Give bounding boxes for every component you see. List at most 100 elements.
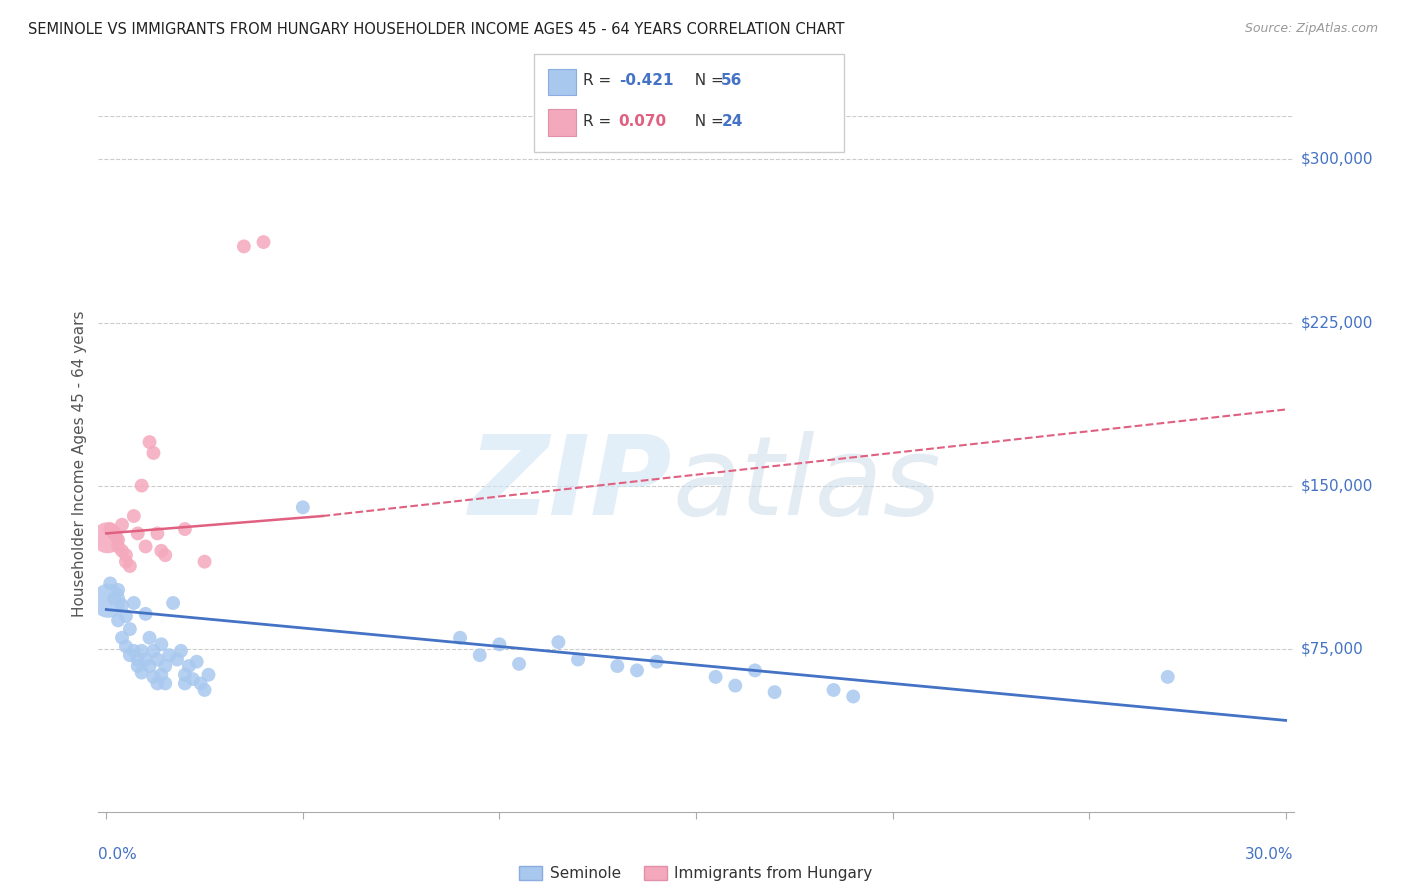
Point: [155, 548, 177, 562]
Point: [107, 533, 129, 547]
Point: [181, 672, 204, 686]
Point: [115, 548, 138, 562]
Point: [111, 598, 134, 612]
Point: [111, 631, 134, 645]
Text: $225,000: $225,000: [1301, 315, 1372, 330]
Point: [127, 526, 149, 541]
Point: [150, 667, 173, 681]
Text: atlas: atlas: [672, 431, 941, 538]
Point: [127, 652, 149, 666]
Text: R =: R =: [583, 73, 617, 88]
Point: [142, 670, 165, 684]
Point: [1157, 670, 1180, 684]
Point: [193, 555, 215, 569]
Point: [186, 655, 208, 669]
Point: [190, 676, 212, 690]
Point: [488, 637, 510, 651]
Point: [724, 679, 747, 693]
Text: $300,000: $300,000: [1301, 152, 1374, 167]
Point: [704, 670, 727, 684]
Point: [122, 508, 145, 523]
Text: $75,000: $75,000: [1301, 641, 1364, 657]
Point: [170, 644, 193, 658]
Point: [118, 622, 141, 636]
Point: [150, 544, 173, 558]
Point: [118, 648, 141, 662]
Point: [142, 644, 165, 658]
Point: [291, 500, 314, 515]
Point: [232, 239, 254, 253]
Text: Source: ZipAtlas.com: Source: ZipAtlas.com: [1244, 22, 1378, 36]
Point: [174, 667, 197, 681]
Point: [174, 522, 197, 536]
Point: [97, 594, 120, 608]
Point: [135, 607, 157, 621]
Point: [155, 676, 177, 690]
Point: [127, 659, 149, 673]
Text: 30.0%: 30.0%: [1246, 847, 1294, 863]
Point: [626, 664, 648, 678]
Point: [138, 435, 160, 450]
Point: [606, 659, 628, 673]
Point: [138, 659, 160, 673]
Point: [98, 522, 121, 536]
Point: [744, 664, 766, 678]
Text: ZIP: ZIP: [468, 431, 672, 538]
Point: [103, 591, 125, 606]
Text: N =: N =: [685, 114, 728, 129]
Point: [96, 531, 118, 545]
Point: [135, 652, 157, 666]
Point: [122, 596, 145, 610]
Point: [146, 652, 169, 666]
Point: [567, 652, 589, 666]
Point: [174, 676, 197, 690]
Point: [115, 555, 138, 569]
Text: 0.0%: 0.0%: [98, 847, 138, 863]
Text: 0.070: 0.070: [619, 114, 666, 129]
Point: [131, 478, 153, 492]
Text: N =: N =: [685, 73, 728, 88]
Text: -0.421: -0.421: [619, 73, 673, 88]
Text: 24: 24: [721, 114, 742, 129]
Point: [138, 631, 160, 645]
Point: [162, 596, 184, 610]
Point: [146, 676, 169, 690]
Y-axis label: Householder Income Ages 45 - 64 years: Householder Income Ages 45 - 64 years: [72, 310, 87, 617]
Point: [107, 540, 129, 554]
Point: [763, 685, 786, 699]
Text: $150,000: $150,000: [1301, 478, 1372, 493]
Point: [131, 665, 153, 680]
Point: [193, 683, 215, 698]
Point: [157, 648, 180, 662]
Point: [252, 235, 274, 249]
Point: [150, 637, 173, 651]
Point: [111, 544, 134, 558]
Point: [135, 540, 157, 554]
Point: [107, 614, 129, 628]
Point: [111, 517, 134, 532]
Text: R =: R =: [583, 114, 617, 129]
Point: [103, 526, 125, 541]
Point: [98, 576, 121, 591]
Legend: Seminole, Immigrants from Hungary: Seminole, Immigrants from Hungary: [513, 860, 879, 888]
Point: [131, 644, 153, 658]
Text: SEMINOLE VS IMMIGRANTS FROM HUNGARY HOUSEHOLDER INCOME AGES 45 - 64 YEARS CORREL: SEMINOLE VS IMMIGRANTS FROM HUNGARY HOUS…: [28, 22, 845, 37]
Point: [142, 446, 165, 460]
Point: [146, 526, 169, 541]
Point: [107, 582, 129, 597]
Point: [177, 659, 200, 673]
Text: 56: 56: [721, 73, 742, 88]
Point: [122, 644, 145, 658]
Point: [823, 683, 845, 698]
Point: [166, 652, 188, 666]
Point: [508, 657, 530, 671]
Point: [842, 690, 865, 704]
Point: [468, 648, 491, 662]
Point: [155, 659, 177, 673]
Point: [115, 640, 138, 654]
Point: [645, 655, 668, 669]
Point: [547, 635, 569, 649]
Point: [115, 609, 138, 624]
Point: [449, 631, 471, 645]
Point: [118, 559, 141, 574]
